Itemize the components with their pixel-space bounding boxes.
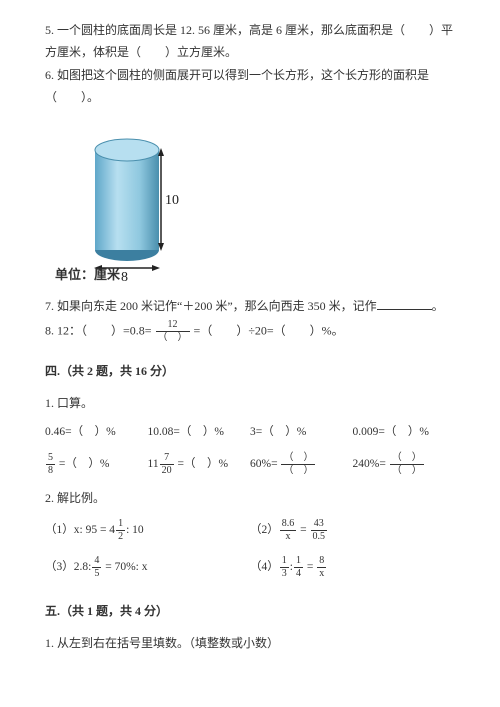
p4a: （4） (250, 562, 279, 574)
q-four-2: 2. 解比例。 (45, 488, 455, 510)
p4d2: 4 (294, 568, 303, 579)
p4: （4）13:14 = 8x (250, 552, 455, 583)
q5: 5. 一个圆柱的底面周长是 12. 56 厘米，高是 6 厘米，那么底面积是（ … (45, 20, 455, 63)
cylinder-figure: 10 8 单位：厘米 (65, 118, 455, 286)
q7-end: 。 (432, 299, 444, 313)
p2: （2）8.6x = 430.5 (250, 515, 455, 546)
section-five: 五.（共 1 题，共 4 分） (45, 601, 455, 623)
p3d: 5 (92, 568, 101, 579)
unit-label: 单位：厘米 (55, 263, 455, 286)
c12: 10.08=（ ）% (148, 420, 251, 445)
c23d[interactable]: （ ） (281, 465, 315, 476)
p1b: : 10 (126, 525, 144, 537)
section-four: 四.（共 2 题，共 16 分） (45, 361, 455, 383)
p1a: （1）x: 95 = 4 (45, 525, 115, 537)
blank-q7[interactable] (377, 297, 432, 310)
p2d1: x (280, 531, 297, 542)
q8-num: 12 (156, 320, 190, 332)
height-label: 10 (165, 193, 179, 208)
p4n2: 1 (294, 556, 303, 568)
p4eq: = (304, 562, 316, 574)
q8c: =（ ）÷20=（ ）%。 (194, 323, 344, 337)
q8a: 8. 12：（ ）=0.8= (45, 323, 155, 337)
c23t: 60%= (250, 458, 280, 470)
p4d3: x (317, 568, 326, 579)
c23n[interactable]: （ ） (281, 453, 315, 465)
c24n[interactable]: （ ） (390, 453, 424, 465)
calc-row1: 0.46=（ ）% 10.08=（ ）% 3=（ ）% 0.009=（ ）% (45, 420, 455, 445)
f58d: 8 (46, 465, 55, 476)
cylinder-svg: 10 8 (65, 118, 215, 283)
p3b: = 70%: x (102, 562, 147, 574)
c22t: =（ ）% (175, 458, 228, 470)
p1: （1）x: 95 = 412: 10 (45, 515, 250, 546)
q8: 8. 12：（ ）=0.8= 12 （ ） =（ ）÷20=（ ）%。 (45, 320, 455, 343)
c21: 58 =（ ）% (45, 451, 148, 478)
p1n: 1 (116, 519, 125, 531)
p3a: （3）2.8: (45, 562, 91, 574)
q8-frac: 12 （ ） (156, 320, 190, 343)
base-label: 8 (121, 270, 128, 283)
q-five-1: 1. 从左到右在括号里填数。（填整数或小数） (45, 633, 455, 655)
p4n3: 8 (317, 556, 326, 568)
f720d: 20 (160, 465, 174, 476)
q6: 6. 如图把这个圆柱的侧面展开可以得到一个长方形，这个长方形的面积是（ ）。 (45, 65, 455, 108)
p1d: 2 (116, 531, 125, 542)
c22w: 1 (148, 458, 154, 470)
p3n: 4 (92, 556, 101, 568)
f720n: 7 (160, 453, 174, 465)
p2d2: 0.5 (311, 531, 328, 542)
c24: 240%= （ ）（ ） (353, 451, 456, 478)
calc-row2: 58 =（ ）% 11720 =（ ）% 60%= （ ）（ ） 240%= （… (45, 451, 455, 478)
c21t: =（ ）% (56, 458, 109, 470)
c14: 0.009=（ ）% (353, 420, 456, 445)
p4d1: 3 (280, 568, 289, 579)
prop-row1: （1）x: 95 = 412: 10 （2）8.6x = 430.5 (45, 515, 455, 546)
prop-row2: （3）2.8:45 = 70%: x （4）13:14 = 8x (45, 552, 455, 583)
p4c: : (290, 562, 293, 574)
f58n: 5 (46, 453, 55, 465)
p2eq: = (297, 525, 309, 537)
p2n1: 8.6 (280, 519, 297, 531)
q7: 7. 如果向东走 200 米记作“＋200 米”，那么向西走 350 米，记作 。 (45, 296, 455, 318)
p2a: （2） (250, 525, 279, 537)
c24t: 240%= (353, 458, 389, 470)
c11: 0.46=（ ）% (45, 420, 148, 445)
c23: 60%= （ ）（ ） (250, 451, 353, 478)
q-four-1: 1. 口算。 (45, 393, 455, 415)
p4n1: 1 (280, 556, 289, 568)
c13: 3=（ ）% (250, 420, 353, 445)
c22: 11720 =（ ）% (148, 451, 251, 478)
c24d[interactable]: （ ） (390, 465, 424, 476)
q7-text: 7. 如果向东走 200 米记作“＋200 米”，那么向西走 350 米，记作 (45, 299, 377, 313)
p3: （3）2.8:45 = 70%: x (45, 552, 250, 583)
p2n2: 43 (311, 519, 328, 531)
q8-den[interactable]: （ ） (156, 332, 190, 343)
